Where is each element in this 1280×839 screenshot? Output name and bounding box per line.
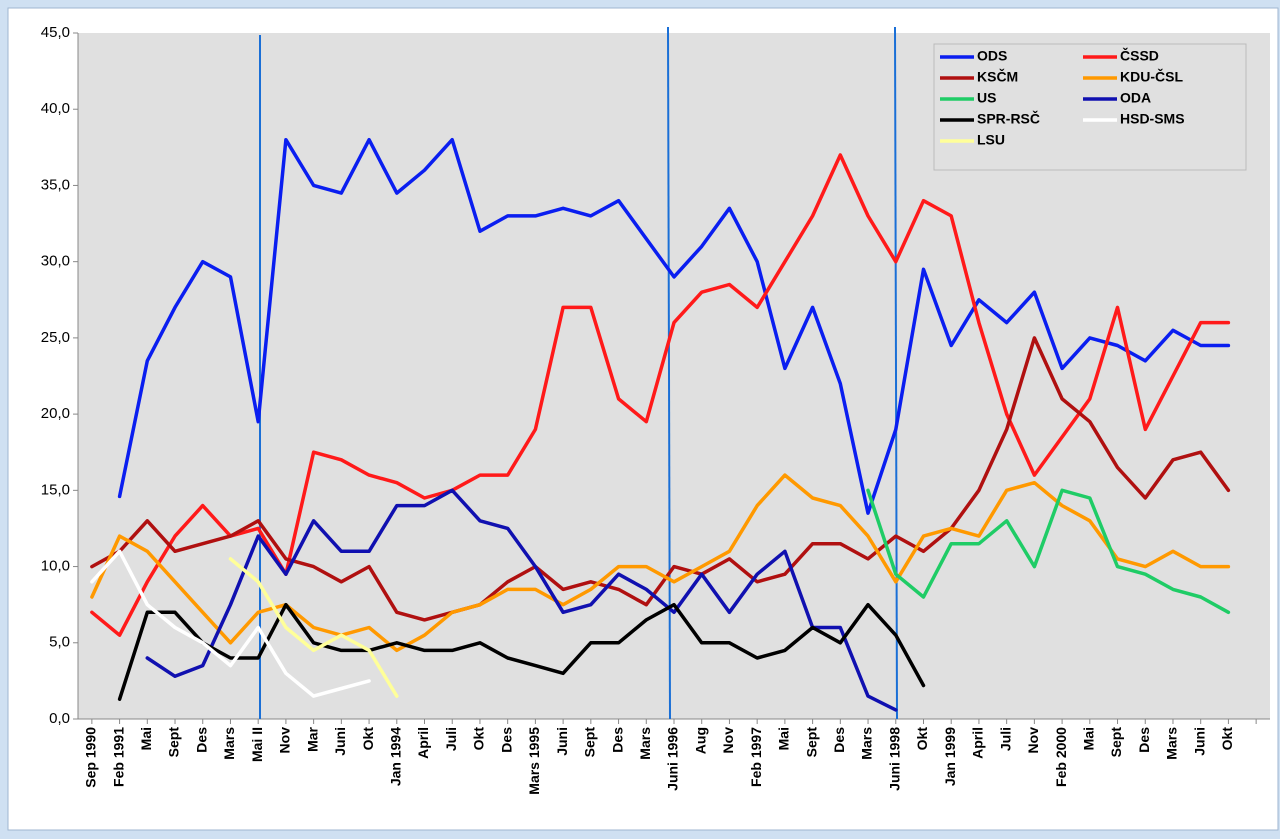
x-tick-label: Okt bbox=[471, 727, 487, 751]
x-tick-label: Juni bbox=[554, 727, 570, 756]
legend-label: ODS bbox=[977, 48, 1007, 64]
y-tick-label: 10,0 bbox=[41, 558, 70, 575]
x-tick-label: Des bbox=[193, 727, 209, 753]
x-tick-label: Juni 1998 bbox=[886, 727, 902, 791]
x-tick-label: Feb 2000 bbox=[1053, 727, 1069, 787]
x-tick-label: April bbox=[415, 727, 431, 759]
x-tick-label: Jan 1994 bbox=[387, 727, 403, 786]
x-tick-label: Mars bbox=[1164, 727, 1180, 760]
x-tick-label: Sep 1990 bbox=[83, 727, 99, 788]
series-line bbox=[90, 549, 371, 698]
x-tick-label: Sept bbox=[582, 727, 598, 758]
legend-entries: ODS ČSSD KSČM KDU-ČSL US ODA SPR-RSČ HSD-SMS LSU bbox=[940, 47, 1185, 148]
y-tick-label: 30,0 bbox=[41, 253, 70, 270]
x-tick-label: Okt bbox=[1219, 727, 1235, 751]
y-tick-label: 25,0 bbox=[41, 329, 70, 346]
x-tick-label: Mars bbox=[637, 727, 653, 760]
x-tick-label: Sept bbox=[803, 727, 819, 758]
x-tick-label: Sept bbox=[1108, 727, 1124, 758]
y-tick-label: 35,0 bbox=[41, 176, 70, 193]
x-tick-label: Feb 1997 bbox=[748, 727, 764, 787]
election-marker bbox=[894, 26, 898, 720]
x-tick-label: Juli bbox=[443, 727, 459, 751]
legend-label: ČSSD bbox=[1120, 47, 1159, 64]
series-line bbox=[90, 336, 1231, 622]
y-tick-label: 20,0 bbox=[41, 405, 70, 422]
legend-label: KDU-ČSL bbox=[1120, 68, 1183, 85]
x-tick-label: Mars bbox=[859, 727, 875, 760]
series-line bbox=[117, 137, 1231, 515]
x-tick-label: April bbox=[970, 727, 986, 759]
x-tick-label: Jan 1999 bbox=[942, 727, 958, 786]
x-tick-label: Mai bbox=[1081, 727, 1097, 750]
legend bbox=[933, 43, 1247, 171]
legend-label: LSU bbox=[977, 132, 1005, 148]
x-tick-label: Des bbox=[1136, 727, 1152, 753]
x-tick-label: Des bbox=[609, 727, 625, 753]
x-tick-label: Okt bbox=[914, 727, 930, 751]
x-tick-label: Mai II bbox=[249, 727, 265, 762]
x-tick-label: Aug bbox=[692, 727, 708, 754]
election-marker bbox=[667, 26, 671, 720]
x-tick-label: Mai bbox=[776, 727, 792, 750]
x-tick-label: Feb 1991 bbox=[110, 727, 126, 787]
y-tick-label: 0,0 bbox=[49, 710, 70, 727]
legend-label: US bbox=[977, 90, 996, 106]
x-tick-label: Des bbox=[831, 727, 847, 753]
x-tick-label: Sept bbox=[166, 727, 182, 758]
series-line bbox=[117, 602, 926, 701]
y-tick-label: 40,0 bbox=[41, 100, 70, 117]
legend-label: SPR-RSČ bbox=[977, 110, 1040, 127]
x-tick-label: Nov bbox=[1025, 727, 1041, 754]
lines bbox=[90, 137, 1231, 712]
legend-label: KSČM bbox=[977, 68, 1018, 85]
x-tick-label: Mai bbox=[138, 727, 154, 750]
x-tick-label: Juli bbox=[997, 727, 1013, 751]
x-tick-label: Mars bbox=[221, 727, 237, 760]
x-tick-label: Nov bbox=[720, 727, 736, 754]
x-tick-label: Nov bbox=[277, 727, 293, 754]
x-tick-label: Des bbox=[498, 727, 514, 753]
x-tick-label: Juni bbox=[332, 727, 348, 756]
x-tick-label: Okt bbox=[360, 727, 376, 751]
series-line bbox=[145, 488, 898, 712]
y-tick-label: 45,0 bbox=[41, 24, 70, 41]
legend-label: HSD-SMS bbox=[1120, 111, 1185, 127]
x-tick-label: Juni bbox=[1191, 727, 1207, 756]
x-tick-label: Mars 1995 bbox=[526, 727, 542, 795]
legend-label: ODA bbox=[1120, 90, 1151, 106]
y-tick-label: 5,0 bbox=[49, 634, 70, 651]
series-line bbox=[90, 473, 1231, 653]
y-tick-label: 15,0 bbox=[41, 481, 70, 498]
x-tick-label: Mar bbox=[304, 726, 320, 751]
series-line bbox=[866, 488, 1231, 615]
x-tick-label: Juni 1996 bbox=[665, 727, 681, 791]
series-line bbox=[228, 557, 399, 698]
